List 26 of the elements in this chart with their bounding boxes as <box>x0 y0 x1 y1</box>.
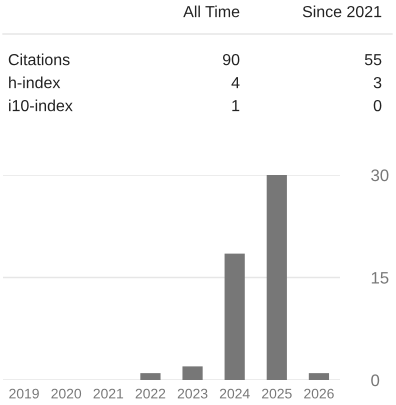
y-tick-label: 30 <box>371 169 388 182</box>
bar <box>140 373 161 380</box>
y-tick-label: 0 <box>371 374 380 386</box>
bar <box>224 254 245 380</box>
category-label: i10-index <box>9 100 73 112</box>
x-tick-label: 2021 <box>94 388 124 399</box>
category-label: h-index <box>9 76 60 88</box>
x-tick-label: 2019 <box>9 388 39 399</box>
x-tick-label: 2025 <box>262 388 292 399</box>
data-label: 3 <box>374 76 382 88</box>
text: All Time <box>183 6 240 18</box>
data-label: 55 <box>364 54 382 66</box>
category-label: Citations <box>8 54 70 66</box>
bar <box>182 366 203 380</box>
x-tick-label: 2024 <box>220 388 250 399</box>
data-label: 4 <box>231 77 240 88</box>
y-tick-label: 15 <box>372 272 388 284</box>
bar <box>266 175 287 380</box>
bar <box>308 373 330 380</box>
data-label: 90 <box>222 54 240 66</box>
data-label: 1 <box>232 100 240 112</box>
x-tick-label: 2023 <box>178 388 208 399</box>
x-tick-label: 2020 <box>51 388 82 399</box>
x-tick-label: 2026 <box>304 388 334 399</box>
x-tick-label: 2022 <box>136 388 166 399</box>
text: Since 2021 <box>302 6 382 18</box>
